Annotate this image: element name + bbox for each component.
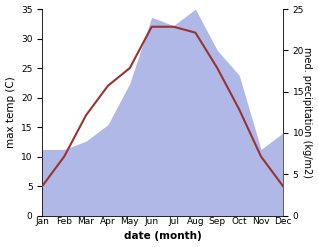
Y-axis label: max temp (C): max temp (C) [5, 76, 16, 148]
X-axis label: date (month): date (month) [124, 231, 202, 242]
Y-axis label: med. precipitation (kg/m2): med. precipitation (kg/m2) [302, 47, 313, 178]
